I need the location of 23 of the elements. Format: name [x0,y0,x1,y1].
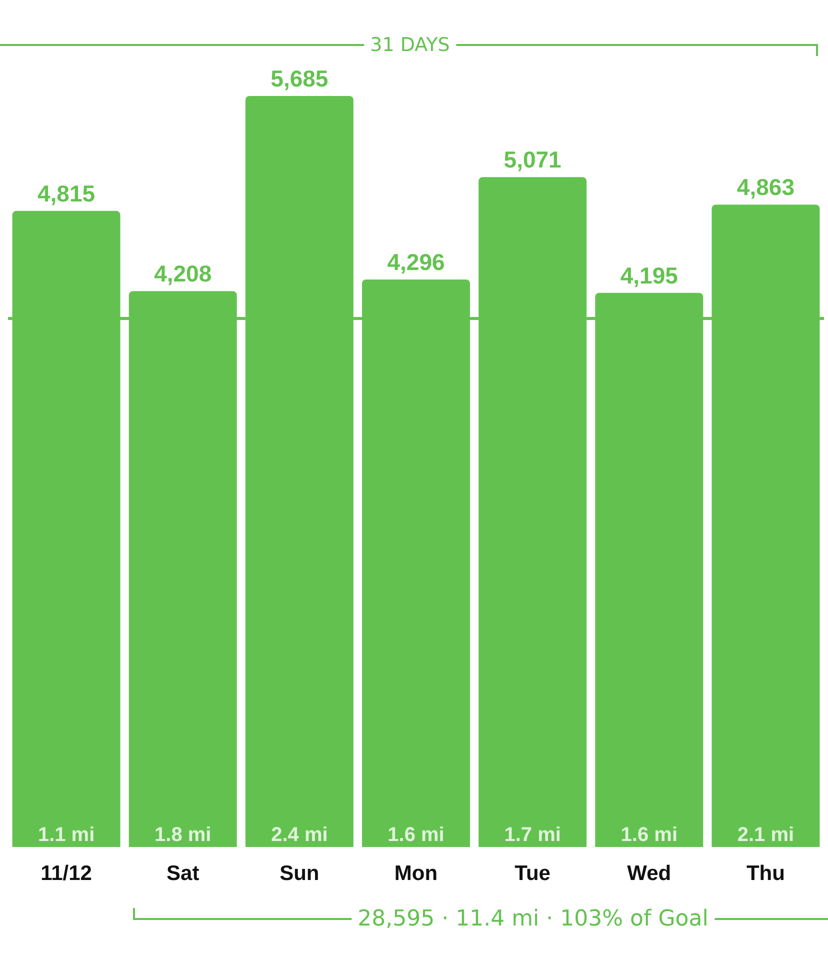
text: 31 DAYS [364,34,456,56]
x-tick-label: Sun [280,862,320,885]
annotation: 1.1 mi [38,824,95,846]
annotation: 2.4 mi [271,824,328,846]
data-label: 5,071 [504,146,562,173]
annotation: 1.8 mi [154,824,212,846]
annotation: 1.6 mi [388,824,444,846]
data-label: 4,296 [387,248,445,275]
annotation: 1.7 mi [504,824,561,846]
x-tick-label: Wed [627,862,672,885]
x-tick-label: Mon [394,862,438,885]
x-tick-label: Thu [746,862,785,885]
annotation: 2.1 mi [737,824,794,846]
x-tick-label: 11/12 [40,862,92,885]
x-tick-label: Sat [166,862,200,885]
data-label: 4,815 [38,180,96,206]
text: 28,595 · 11.4 mi · 103% of Goal [352,906,714,932]
data-label: 4,195 [620,262,678,288]
data-label: 5,685 [270,66,328,92]
annotation: 1.6 mi [620,824,678,846]
data-label: 4,208 [154,260,212,287]
x-tick-label: Tue [514,862,550,885]
data-label: 4,863 [736,174,794,200]
